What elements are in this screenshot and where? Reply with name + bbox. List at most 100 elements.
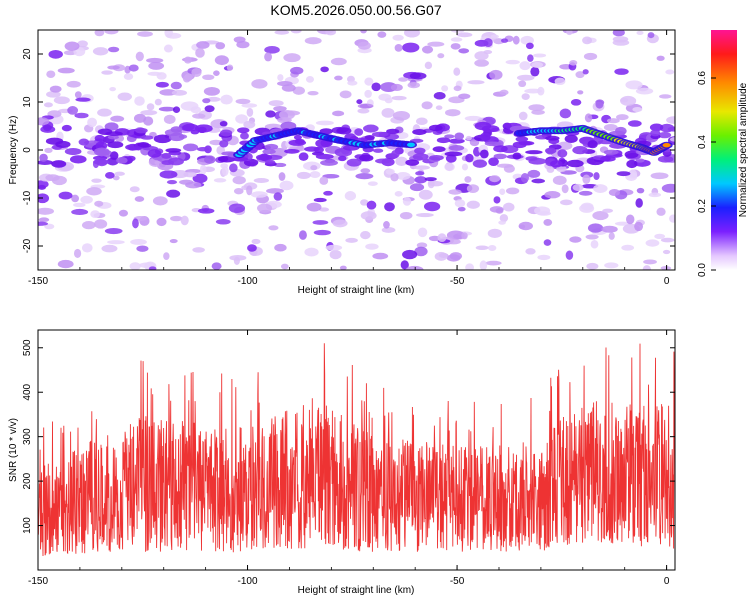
heatmap-cell (246, 185, 253, 196)
colorbar-label: Normalized spectral amplitude (738, 82, 749, 217)
heatmap-cell (148, 266, 157, 270)
heatmap-cell (424, 61, 433, 70)
heatmap-cell (264, 143, 279, 150)
heatmap-cell (445, 154, 457, 163)
heatmap-cell (392, 110, 410, 121)
heatmap-cell (444, 134, 455, 139)
heatmap-cell (360, 230, 371, 240)
heatmap-cell (403, 30, 420, 38)
heatmap-cell (296, 171, 311, 180)
heatmap-cell (583, 52, 598, 61)
heatmap-cell (391, 95, 407, 101)
heatmap-cell (279, 110, 295, 120)
heatmap-cell (454, 199, 466, 208)
heatmap-cell (402, 249, 418, 260)
heatmap-cell (590, 239, 599, 249)
heatmap-cell (609, 130, 626, 136)
heatmap-cell (305, 76, 315, 83)
heatmap-cell (518, 111, 528, 121)
heatmap-cell (319, 128, 333, 135)
heatmap-cell (265, 110, 276, 118)
x-tick-label: -100 (238, 276, 258, 287)
heatmap-cell (378, 93, 392, 101)
heatmap-cell (74, 248, 82, 259)
heatmap-cell (304, 247, 319, 257)
colorbar-tick-label: 0.6 (697, 71, 708, 85)
heatmap-cell (560, 199, 573, 206)
x-tick-label: -50 (450, 276, 465, 287)
heatmap-cell (130, 239, 147, 245)
heatmap-cell (101, 244, 118, 253)
heatmap-cell (196, 41, 210, 49)
heatmap-cell (503, 202, 515, 212)
heatmap-cell (339, 265, 347, 270)
heatmap-cell (390, 172, 399, 182)
heatmap-cell (512, 35, 520, 45)
heatmap-cell (515, 136, 529, 142)
heatmap-cell (73, 202, 86, 208)
heatmap-cell (518, 80, 527, 88)
heatmap-cell (251, 238, 261, 245)
heatmap-cell (45, 174, 60, 182)
heatmap-cell (593, 172, 600, 181)
heatmap-cell (427, 41, 445, 47)
heatmap-cell (661, 183, 675, 193)
heatmap-cell (531, 178, 546, 184)
heatmap-cell (566, 159, 584, 168)
heatmap-cell (94, 134, 105, 142)
y-tick-label: 100 (22, 517, 33, 534)
y-tick-label: 500 (22, 339, 33, 356)
heatmap-cell (487, 228, 503, 238)
heatmap-cell (87, 117, 98, 128)
y-tick-label: -20 (22, 238, 33, 253)
heatmap-cell (405, 159, 420, 166)
heatmap-cell (53, 96, 70, 105)
heatmap-cell (107, 141, 124, 149)
heatmap-cell (320, 66, 329, 73)
heatmap-cell (364, 134, 375, 141)
heatmap-cell (421, 101, 433, 110)
heatmap-cell (512, 152, 522, 160)
heatmap-cell (161, 152, 172, 159)
heatmap-cell (264, 52, 273, 62)
heatmap-cell (43, 102, 53, 108)
heatmap-cell (603, 123, 618, 131)
heatmap-cell (429, 154, 444, 161)
heatmap-cell (161, 160, 175, 166)
heatmap-cell (413, 165, 430, 170)
heatmap-cell (608, 232, 615, 240)
heatmap-cell (284, 148, 300, 154)
heatmap-cell (414, 246, 428, 257)
heatmap-cell (306, 202, 322, 212)
heatmap-y-label: Frequency (Hz) (8, 116, 19, 185)
heatmap-cell (428, 180, 444, 187)
heatmap-cell (273, 192, 283, 201)
heatmap-cell (165, 148, 182, 153)
heatmap-cell (647, 32, 655, 39)
heatmap-cell (46, 90, 61, 98)
x-tick-label: 0 (664, 576, 670, 587)
heatmap-cell (662, 249, 671, 255)
heatmap-cell (81, 221, 96, 230)
heatmap-cell (634, 221, 644, 232)
heatmap-cell (398, 77, 409, 82)
heatmap-cell (528, 157, 547, 165)
heatmap-cell (575, 71, 585, 79)
heatmap-cell (632, 107, 643, 113)
heatmap-cell (247, 244, 257, 252)
heatmap-cell (104, 122, 119, 131)
heatmap-cell (485, 260, 502, 266)
heatmap-cell (656, 55, 665, 61)
heatmap-cell (57, 67, 75, 74)
heatmap-cell (658, 131, 672, 139)
heatmap-cell (195, 47, 205, 58)
heatmap-cell (240, 132, 249, 140)
heatmap-cell (137, 31, 153, 37)
heatmap-cell (71, 208, 89, 216)
heatmap-cell (390, 83, 403, 92)
heatmap-cell (199, 164, 207, 175)
heatmap-ridge-core (662, 143, 671, 148)
heatmap-cell (587, 223, 604, 233)
heatmap-cell (446, 230, 465, 240)
y-tick-label: -10 (22, 190, 33, 205)
